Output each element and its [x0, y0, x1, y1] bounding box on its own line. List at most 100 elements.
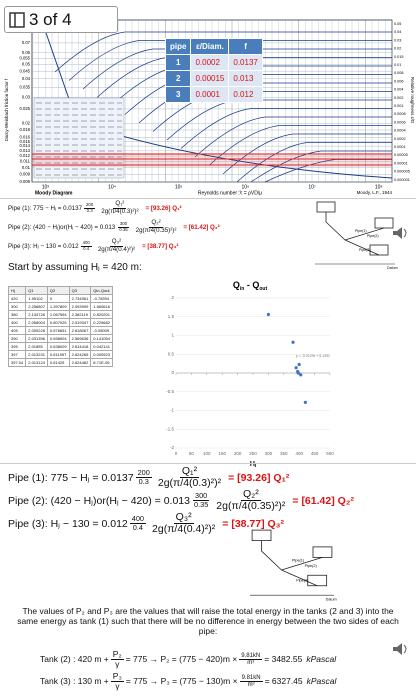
table-cell: 380 — [7, 310, 27, 319]
numerator: P₃ — [110, 671, 124, 682]
equation-result: = [38.77] Q₃² — [222, 517, 285, 530]
sketch-label: Pipe(3) — [359, 248, 371, 252]
table-cell: 2.569636 — [68, 334, 92, 343]
tank-lhs: Tank (3) : 130 m + — [40, 676, 109, 687]
data-point — [299, 373, 303, 377]
y-tick-label: -1.5 — [166, 426, 174, 431]
table-cell: 0.61425 — [46, 358, 70, 367]
roughness-tick-label: 0.04 — [394, 30, 401, 34]
equation-result: = [38.77] Q₃² — [142, 242, 179, 250]
roughness-tick-label: 0.05 — [394, 22, 401, 26]
fraction: 400 0.4 — [80, 240, 92, 251]
f-tick-label: 0.01 — [22, 165, 31, 170]
table-row: 397 2.013231 0.611957 2.624265 0.000923 — [7, 350, 113, 359]
title-part: in — [240, 286, 244, 292]
numerator: 200 — [84, 201, 96, 209]
roughness-tick-label: 0.000001 — [394, 178, 410, 182]
denominator: m³ — [247, 681, 255, 688]
denominator: 2g(π/4(0.3)²)² — [101, 207, 139, 215]
fraction: Q₂² 2g(π/4(0.35)²)² — [214, 488, 287, 512]
table-cell: 2.093999 — [68, 302, 92, 311]
header-cell: ε/Diam. — [190, 38, 230, 55]
numerator: 300 — [193, 491, 210, 502]
x-tick-label: 50 — [189, 451, 195, 456]
tank-equation: Tank (2) : 420 m + P₂ γ = 775 → P₂ = (775 −… — [40, 650, 336, 669]
coef-frac: 200 0.3 — [82, 201, 97, 213]
roughness-curve — [264, 159, 392, 183]
moody-x-label: Reynolds number ℛ = ρVD/μ — [198, 190, 262, 196]
denominator: γ — [115, 658, 120, 669]
sketch-label: Datum — [326, 597, 337, 601]
roughness-tick-label: 0.00005 — [394, 153, 408, 157]
table-cell: 0.00015 — [190, 70, 230, 87]
f-tick-label: 0.07 — [22, 40, 31, 45]
f-tick-label: 0.008 — [20, 179, 31, 184]
numerator: 9.81kN — [239, 674, 263, 682]
fraction: 300 0.35 — [117, 221, 130, 232]
table-cell: 395 — [7, 342, 27, 351]
table-cell: 0.0137 — [228, 54, 263, 71]
data-point — [296, 371, 300, 375]
numerator: P₂ — [110, 649, 124, 660]
table-cell: 2.614418 — [68, 342, 92, 351]
table-row: 390 2.031396 0.698904 2.569636 0.141054 — [7, 334, 113, 343]
roughness-tick-label: 0.0006 — [394, 120, 406, 124]
denominator: 0.35 — [119, 226, 128, 232]
table-cell: 0 — [46, 294, 70, 303]
f-tick-label: 0.045 — [20, 68, 31, 73]
table-cell: 1.397809 — [46, 302, 70, 311]
re-tick-label: 10⁵ — [175, 184, 183, 190]
roughness-tick-label: 0.03 — [394, 38, 401, 42]
equation-left: Pipe (2): (420 − Hⱼ)or(Hⱼ − 420) = 0.013 — [8, 494, 190, 507]
f-tick-label: 0.025 — [20, 106, 31, 111]
equation: Pipe (3): Hⱼ − 130 = 0.012 400 0.4 Q₃² 2g(π/… — [8, 238, 179, 253]
equation-result: = [61.42] Q₂² — [183, 223, 220, 231]
equation-left: Pipe (2): (420 − Hⱼ)or(Hⱼ − 420) = 0.013 — [8, 223, 116, 231]
y-tick-label: -1 — [170, 408, 174, 413]
page-badge[interactable]: 3 of 4 — [4, 6, 118, 33]
table-cell: 0.698904 — [46, 334, 70, 343]
start-text: Start by assuming Hⱼ = 420 m: — [8, 262, 142, 273]
table-cell: 397.04 — [7, 358, 27, 367]
y-tick-label: 1 — [171, 333, 174, 338]
table-row: 420 1.95102 0 2.734961 -0.78394 — [7, 294, 113, 303]
coef-frac: 400 0.4 — [79, 240, 94, 251]
table-cell: 0.000923 — [90, 350, 113, 359]
table-row: 397.04 2.013124 0.61425 2.624462 8.71E-05 — [7, 358, 113, 367]
trendline-label: y = -0.0129x + 5.1391 — [296, 354, 330, 358]
roughness-curve — [68, 40, 392, 81]
x-tick-label: 400 — [295, 451, 303, 456]
coef-frac: 300 0.35 — [115, 221, 131, 232]
denominator: 2g(π/4(0.4)²)² — [97, 245, 136, 253]
pipe — [281, 569, 318, 587]
roughness-curve — [194, 116, 392, 158]
f-tick-label: 0.013 — [20, 148, 31, 153]
y-tick-label: 1.5 — [168, 314, 175, 319]
header-cell: Hj — [7, 286, 27, 295]
pipe-table: pipe ε/Diam. f 1 0.0002 0.0137 2 0.00015 0.013 3 0… — [164, 38, 263, 103]
table-cell: 2 — [164, 70, 192, 87]
table-cell: 400 — [7, 318, 27, 327]
table-cell: 0.042141 — [90, 342, 113, 351]
table-cell: 8.71E-05 — [90, 358, 113, 367]
sketch-label: Pipe(2) — [367, 234, 379, 238]
table-cell: 0.820201 — [90, 310, 113, 319]
table-row: 3 0.0001 0.012 — [164, 86, 263, 103]
tank-rhs: = 6327.45 — [264, 676, 303, 687]
speaker-icon[interactable] — [390, 224, 410, 242]
table-cell: 2.382119 — [68, 310, 92, 319]
divider — [0, 198, 416, 199]
y-tick-label: 2 — [171, 295, 174, 300]
table-cell: 0.576651 — [46, 326, 70, 335]
roughness-tick-label: 0.00001 — [394, 161, 408, 165]
f-tick-label: 0.014 — [20, 143, 31, 148]
tank — [307, 574, 328, 587]
fraction: P₃ γ — [110, 671, 124, 691]
x-tick-label: 250 — [249, 451, 257, 456]
equation-left: Pipe (1): 775 − Hⱼ = 0.0137 — [8, 471, 134, 484]
roughness-tick-label: 0.008 — [394, 71, 404, 75]
speaker-icon[interactable] — [390, 640, 410, 658]
pipe — [325, 212, 346, 241]
table-cell: 2.031396 — [25, 334, 48, 343]
f-tick-label: 0.055 — [20, 55, 31, 60]
